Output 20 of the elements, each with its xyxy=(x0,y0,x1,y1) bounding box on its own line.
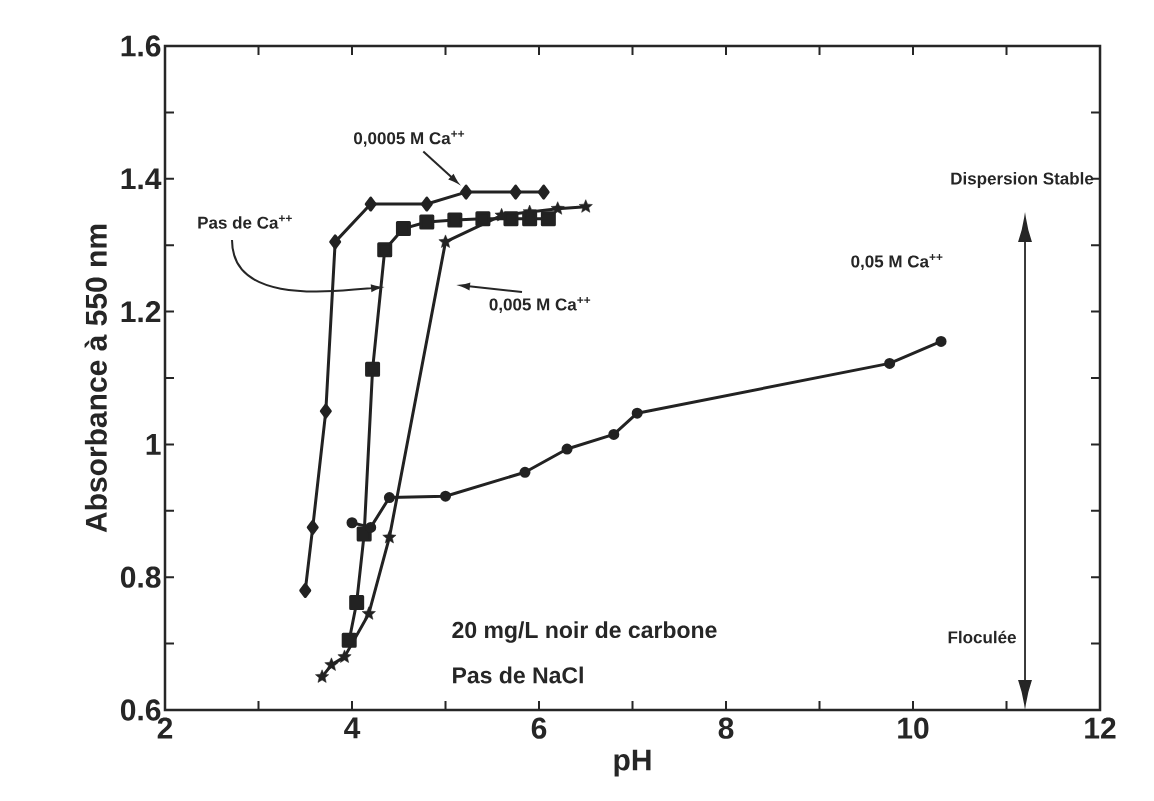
x-tick-label: 8 xyxy=(718,717,734,739)
annotation: Pas de NaCl xyxy=(453,666,583,684)
y-tick-label: 1.4 xyxy=(121,168,162,190)
y-tick-label: 1.6 xyxy=(121,35,161,57)
x-tick-label: 12 xyxy=(1085,717,1116,739)
y-axis-title: Absorbance à 550 nm xyxy=(84,224,107,533)
annotation: Dispersion Stable xyxy=(951,172,1094,188)
annotation: 20 mg/L noir de carbone xyxy=(452,621,717,643)
x-axis-title: pH xyxy=(614,749,651,777)
x-tick-label: 10 xyxy=(898,717,929,739)
x-tick-label: 6 xyxy=(531,717,547,739)
x-tick-label: 4 xyxy=(344,717,361,739)
annotation: 0,005 M Ca$^{++}$ xyxy=(489,297,591,313)
annotation: Pas de Ca$^{++}$ xyxy=(198,215,292,229)
y-tick-label: 1.2 xyxy=(121,301,161,323)
annotation: Floculée xyxy=(948,630,1016,644)
y-tick-label: 1 xyxy=(146,434,161,455)
annotation: 0,0005 M Ca$^{++}$ xyxy=(354,130,465,147)
y-tick-label: 0.8 xyxy=(120,566,161,588)
annotation: 0,05 M Ca$^{++}$ xyxy=(851,254,943,270)
